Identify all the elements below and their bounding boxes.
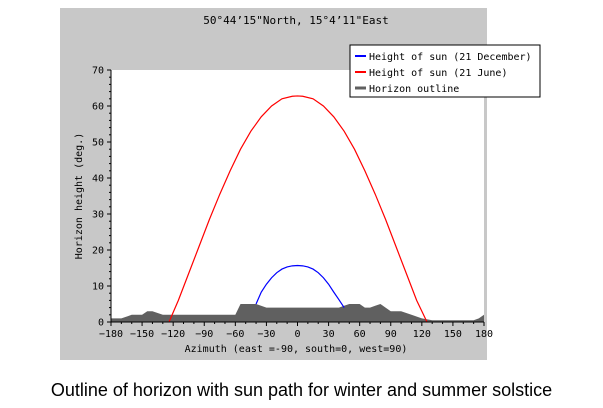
x-tick-label: −60 — [226, 329, 244, 340]
x-tick-label: −30 — [257, 329, 275, 340]
x-axis-label: Azimuth (east =-90, south=0, west=90) — [185, 344, 408, 355]
horizon-outline-area — [111, 304, 484, 322]
legend-label-horizon: Horizon outline — [369, 84, 459, 95]
june-sun-path-line — [168, 95, 428, 323]
y-tick-label: 60 — [92, 102, 104, 113]
x-tick-label: 180 — [475, 329, 493, 340]
y-axis-label: Horizon height (deg.) — [74, 133, 85, 259]
legend: Height of sun (21 December) Height of su… — [349, 44, 541, 98]
x-tick-label: −180 — [99, 329, 123, 340]
y-tick-label: 30 — [92, 210, 104, 221]
legend-label-june: Height of sun (21 June) — [369, 68, 507, 79]
december-sun-path-line — [255, 264, 345, 308]
y-tick-label: 0 — [98, 318, 104, 329]
y-tick-label: 40 — [92, 174, 104, 185]
x-tick-label: −90 — [195, 329, 213, 340]
y-tick-label: 20 — [92, 246, 104, 257]
y-tick-label: 10 — [92, 282, 104, 293]
x-tick-label: 150 — [444, 329, 462, 340]
y-tick-label: 50 — [92, 138, 104, 149]
x-tick-label: 90 — [385, 329, 397, 340]
x-tick-label: −120 — [161, 329, 185, 340]
legend-box — [349, 44, 541, 98]
legend-label-december: Height of sun (21 December) — [369, 52, 532, 63]
y-tick-label: 70 — [92, 66, 104, 77]
figure-caption: Outline of horizon with sun path for win… — [50, 380, 553, 400]
x-tick-label: 120 — [413, 329, 431, 340]
plot-area — [111, 70, 484, 322]
chart-title: 50°44’15"North, 15°4’11"East — [203, 14, 388, 27]
x-tick-label: 60 — [354, 329, 366, 340]
x-tick-label: 30 — [323, 329, 335, 340]
x-tick-label: 0 — [294, 329, 300, 340]
x-tick-label: −150 — [130, 329, 154, 340]
